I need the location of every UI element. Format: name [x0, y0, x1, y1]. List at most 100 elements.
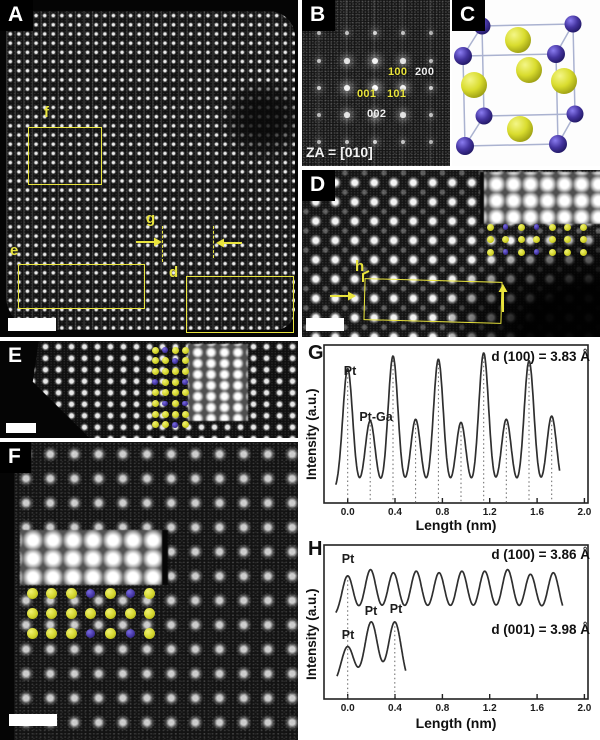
fft-spot	[429, 31, 434, 36]
panel-label-e: E	[8, 344, 23, 367]
pt-atom-dot	[181, 389, 189, 397]
panel-label-h: H	[308, 538, 323, 560]
pt-atom-dot	[26, 627, 38, 639]
pt-atom-dot	[171, 378, 179, 386]
roi-label-h: h	[355, 258, 365, 275]
fft-spot	[400, 112, 406, 118]
roi-label-g: g	[146, 210, 156, 227]
pt-atom-dot	[151, 357, 159, 365]
atom-overlay-e	[0, 341, 298, 438]
ga-atom-dot	[502, 249, 509, 255]
svg-text:Length (nm): Length (nm)	[416, 517, 497, 533]
svg-text:0.8: 0.8	[435, 703, 449, 714]
atom-overlay-d	[302, 170, 600, 337]
panel-label-b: B	[302, 0, 336, 31]
fft-spot	[344, 85, 350, 91]
pt-atom-dot	[161, 389, 169, 397]
pt-atom-dot	[65, 607, 77, 619]
pt-atom-dot	[124, 607, 136, 619]
fft-spot	[428, 58, 434, 64]
scale-bar-a	[8, 318, 56, 331]
fft-spot	[428, 112, 434, 118]
pt-atom-dot	[151, 346, 159, 354]
unit-cell-model	[454, 15, 584, 155]
pt-atom-dot	[46, 627, 58, 639]
defocus-blob	[222, 82, 298, 156]
pt-atom-dot	[171, 346, 179, 354]
pt-atom-dot	[104, 607, 116, 619]
pt-atom-dot	[151, 410, 159, 418]
ga-atom-dot	[182, 400, 188, 407]
scale-bar-e	[6, 423, 36, 433]
pt-atom-dot	[486, 248, 494, 256]
ga-atom-dot	[172, 357, 178, 364]
pt-atom-dot	[151, 367, 159, 375]
g-y-axis-label: Intensity (a.u.)	[304, 388, 319, 480]
arrow-right-g-icon	[136, 237, 162, 247]
svg-text:d (100) = 3.86 Å: d (100) = 3.86 Å	[491, 547, 590, 562]
svg-text:Pt: Pt	[365, 604, 378, 618]
pt-atom-dot	[104, 627, 116, 639]
reflection-index-200: 200	[415, 66, 435, 78]
arrow-left-g-icon	[216, 238, 242, 248]
pt-atom-dot	[46, 587, 58, 599]
fft-spot	[372, 139, 378, 145]
pt-atom-dot	[181, 421, 189, 429]
reflection-index-001: 001	[357, 88, 377, 100]
svg-text:0.8: 0.8	[435, 507, 449, 518]
pt-atom-dot	[65, 627, 77, 639]
svg-text:Pt-Ga: Pt-Ga	[359, 410, 393, 424]
intensity-profile-g: 0.0 0.4 0.8 1.2 1.6 2.0 Pt Pt-Ga d (100) = 3.83 …	[323, 344, 592, 533]
svg-text:Pt: Pt	[342, 552, 355, 566]
fft-spot	[400, 30, 406, 36]
svg-text:d (100) = 3.83 Å: d (100) = 3.83 Å	[491, 349, 590, 364]
ga-atom-dot	[502, 224, 509, 230]
panel-f: F	[0, 442, 298, 740]
pt-atom-dot	[181, 367, 189, 375]
fft-spot	[344, 30, 350, 36]
ga-atom-dot	[533, 224, 540, 230]
svg-text:Pt: Pt	[344, 364, 357, 378]
pt-atom-dot	[151, 400, 159, 407]
pt-atom-dot	[144, 607, 156, 619]
svg-text:0.0: 0.0	[341, 703, 355, 714]
panel-a: A f e g d	[0, 0, 298, 337]
ga-atom-dot	[86, 628, 96, 638]
atom-overlay-f	[0, 442, 298, 740]
fft-spot	[316, 85, 322, 91]
roi-rect-e	[18, 264, 145, 309]
pt-atom-dot	[517, 236, 525, 243]
fft-spots	[302, 0, 450, 166]
svg-text:Length (nm): Length (nm)	[416, 715, 497, 731]
stem-image-a	[6, 11, 295, 330]
intensity-profile-h: 0.0 0.4 0.8 1.2 1.6 2.0 Pt Pt Pt Pt d (100) = 3.86…	[323, 544, 592, 731]
pt-atom-dot	[104, 587, 116, 599]
pt-atom-dot	[26, 587, 38, 599]
svg-text:Pt: Pt	[342, 628, 355, 642]
ga-atom-dot	[125, 588, 135, 598]
fft-spot	[429, 140, 434, 145]
fft-spot	[316, 58, 322, 64]
fft-spot	[372, 112, 378, 118]
zone-axis-label: ZA = [010]	[306, 144, 373, 160]
svg-text:d (001) = 3.98 Å: d (001) = 3.98 Å	[491, 622, 590, 637]
pt-atom-dot	[579, 223, 587, 231]
pt-atom-dot	[564, 248, 571, 256]
roi-label-d: d	[169, 264, 179, 281]
fft-spot	[317, 31, 322, 36]
pt-atom-dot	[579, 236, 587, 243]
fringe-mark-left	[162, 226, 163, 262]
svg-text:2.0: 2.0	[577, 703, 591, 714]
svg-text:0.0: 0.0	[341, 507, 355, 518]
pt-atom-dot	[171, 367, 179, 375]
fft-spot	[372, 58, 378, 64]
pt-atom-dot	[486, 236, 494, 243]
panel-b-fft: 100 200 001 101 002 B ZA = [010]	[302, 0, 450, 166]
pt-atom-dot	[161, 378, 169, 386]
fft-spot	[372, 85, 378, 91]
pt-atom-dot	[564, 236, 571, 243]
pt-atom-dot	[548, 248, 556, 256]
pt-atom-dot	[533, 236, 540, 243]
svg-text:1.2: 1.2	[483, 703, 497, 714]
fft-spot	[428, 85, 434, 91]
